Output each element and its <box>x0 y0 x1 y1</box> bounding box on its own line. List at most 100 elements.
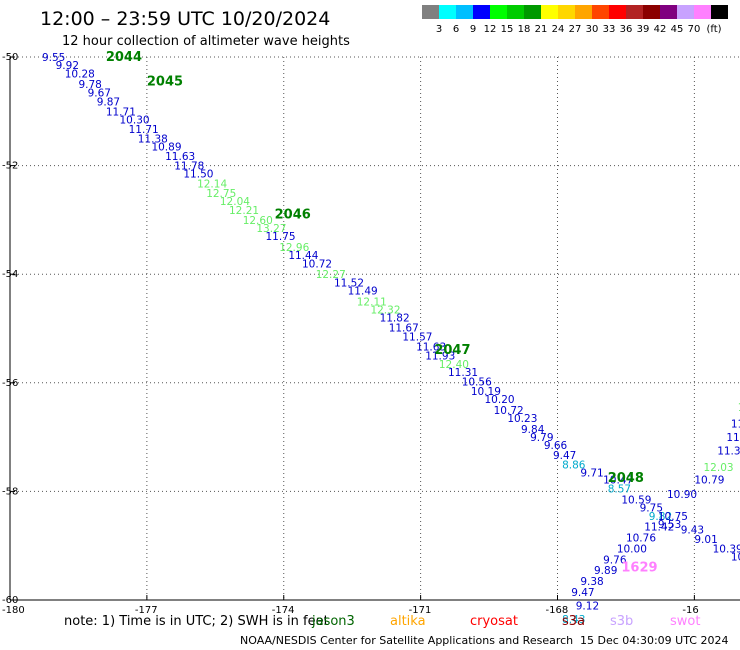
wave-height-point: 12.32 <box>370 304 400 316</box>
legend-swatch <box>643 5 660 19</box>
wave-height-point: 10.59 <box>621 495 651 507</box>
satellite-jason3: jason3 <box>311 614 355 629</box>
legend-swatch <box>677 5 694 19</box>
legend-label: 24 <box>552 24 565 35</box>
wave-height-point: 10.79 <box>694 474 724 486</box>
wave-height-point: 10.89 <box>151 142 181 154</box>
wave-height-point: 10.30 <box>120 114 150 126</box>
legend-label: 30 <box>586 24 599 35</box>
satellite-altika: altika <box>390 614 426 629</box>
grid-lines <box>10 56 740 601</box>
legend-swatch <box>507 5 524 19</box>
wave-height-point: 9.79 <box>530 432 553 444</box>
legend-swatch <box>592 5 609 19</box>
wave-height-point: 11.8 <box>731 419 740 431</box>
wave-height-point: 9.89 <box>594 565 617 577</box>
wave-height-point: 12.21 <box>229 205 259 217</box>
wave-height-point: 11.52 <box>334 277 364 289</box>
wave-height-point: 8.86 <box>562 459 586 471</box>
wave-height-point: 11.93 <box>425 351 455 363</box>
x-tick-label: -174 <box>272 605 295 616</box>
wave-height-point: 10.90 <box>667 489 697 501</box>
wave-height-point: 11.37 <box>717 446 740 458</box>
legend-label: 18 <box>518 24 531 35</box>
wave-height-point: 11.57 <box>402 332 432 344</box>
wave-height-point: 10.76 <box>626 533 656 545</box>
wave-height-point: 11.31 <box>448 367 478 379</box>
pass-label: 2048 <box>608 471 644 486</box>
wave-height-point: 9.53 <box>658 519 681 531</box>
legend-label: 70 <box>688 24 701 35</box>
legend-label: 27 <box>569 24 582 35</box>
legend-swatch <box>711 5 728 19</box>
page-title: 12:00 – 23:59 UTC 10/20/2024 <box>40 8 330 30</box>
x-tick-label: -16 <box>682 605 698 616</box>
color-legend: 3 6 9 12 15 18 21 24 27 30 33 36 39 42 45 70 (ft) <box>422 5 728 35</box>
legend-label: 33 <box>603 24 616 35</box>
wave-height-point: 9.71 <box>580 467 603 479</box>
wave-height-point: 11.71 <box>129 124 159 136</box>
wave-height-point: 12.14 <box>197 179 227 191</box>
wave-height-point: 9.43 <box>681 524 704 536</box>
wave-height-point: 8.43 <box>562 614 585 626</box>
x-tick-label: -180 <box>2 605 25 616</box>
wave-height-point: 9.55 <box>42 52 65 64</box>
satellite-legend: jason3 altika cryosat s3a s3b swot <box>311 614 700 629</box>
wave-height-point: 9.78 <box>78 79 101 91</box>
note-text: note: 1) Time is in UTC; 2) SWH is in fe… <box>64 614 329 629</box>
footer-credit: NOAA/NESDIS Center for Satellite Applica… <box>240 634 573 647</box>
wave-height-point: 9.47 <box>553 450 576 462</box>
pass-label: 1629 <box>621 560 657 575</box>
legend-swatch <box>609 5 626 19</box>
wave-height-point: 11.50 <box>183 169 213 181</box>
legend-swatch <box>473 5 490 19</box>
wave-height-point: 10.20 <box>485 394 515 406</box>
wave-height-point: 10.28 <box>65 68 95 80</box>
plot-area: -50 -52 -54 -56 -58 -60-180 -177 -174 -171 -168 -1… <box>2 50 740 626</box>
legend-swatch <box>490 5 507 19</box>
y-tick-label: -60 <box>2 595 18 606</box>
wave-height-point: 11.71 <box>106 106 136 118</box>
x-tick-label: -177 <box>135 605 158 616</box>
wave-height-point: 10.39 <box>713 543 740 555</box>
wave-height-point: 11.44 <box>288 250 318 262</box>
legend-swatch <box>439 5 456 19</box>
legend-swatch <box>541 5 558 19</box>
page-subtitle: 12 hour collection of altimeter wave hei… <box>62 34 350 49</box>
footer-timestamp: 15 Dec 04:30:09 UTC 2024 <box>580 634 728 647</box>
legend-swatch <box>575 5 592 19</box>
legend-swatch <box>694 5 711 19</box>
y-tick-label: -52 <box>2 161 18 172</box>
wave-height-point: 9.87 <box>97 97 120 109</box>
satellite-s3b: s3b <box>610 614 633 629</box>
wave-height-point: 11.38 <box>138 133 168 145</box>
wave-height-point: 12.27 <box>316 269 346 281</box>
wave-height-point: 11.49 <box>348 285 378 297</box>
pass-label: 2046 <box>275 207 311 222</box>
wave-height-point: 10.75 <box>658 511 688 523</box>
wave-height-point: 9.76 <box>603 554 627 566</box>
wave-height-point: 10 <box>731 552 740 564</box>
wave-height-point: 9.82 <box>649 511 672 523</box>
legend-label: 39 <box>637 24 650 35</box>
legend-label: 36 <box>620 24 633 35</box>
wave-height-point: 13.27 <box>256 223 286 235</box>
pass-labels: 2044 2045 2046 2047 2048 1629 <box>106 50 658 575</box>
wave-height-point: 12.96 <box>279 242 309 254</box>
wave-height-point: 11.82 <box>380 313 410 325</box>
wave-height-point: 12.11 <box>357 296 387 308</box>
wave-height-point: 10.00 <box>617 543 647 555</box>
legend-swatch <box>626 5 643 19</box>
wave-height-point: 11.42 <box>644 522 674 534</box>
wave-height-point: 12.75 <box>206 188 236 200</box>
pass-label: 2044 <box>106 50 142 65</box>
y-tick-label: -50 <box>2 52 18 63</box>
wave-height-point: 9.01 <box>694 534 717 546</box>
wave-height-point: 10.47 <box>603 474 633 486</box>
wave-height-point: 1 <box>738 402 740 414</box>
wave-height-point: 11.75 <box>266 231 296 243</box>
legend-label: 42 <box>654 24 667 35</box>
legend-label: 3 <box>436 24 442 35</box>
x-tick-label: -168 <box>546 605 569 616</box>
wave-height-point: 12.03 <box>704 462 734 474</box>
